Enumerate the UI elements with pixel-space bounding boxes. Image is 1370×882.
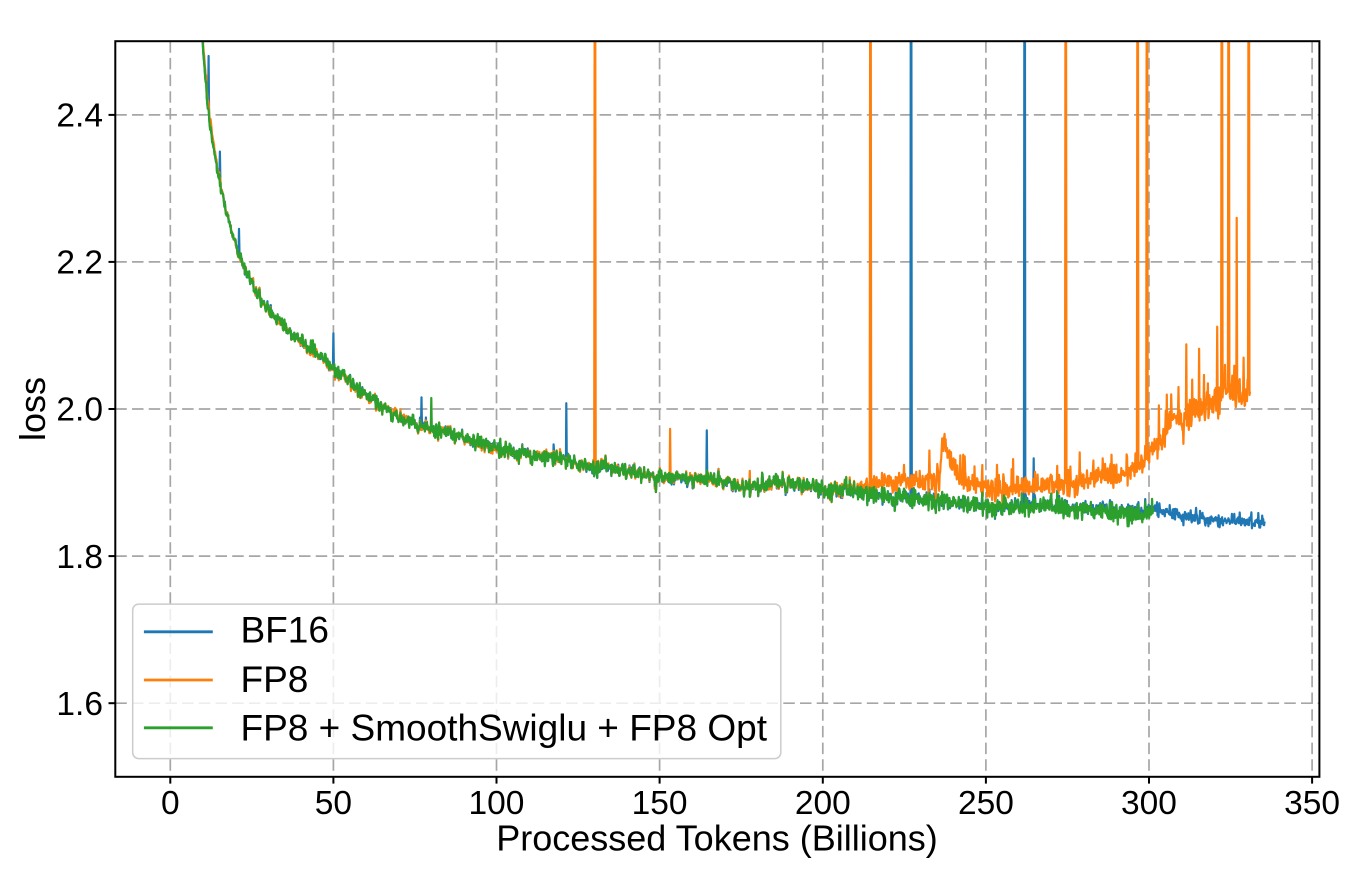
svg-text:loss: loss xyxy=(12,377,53,441)
svg-text:1.8: 1.8 xyxy=(56,539,103,576)
svg-text:150: 150 xyxy=(632,785,688,822)
svg-text:100: 100 xyxy=(469,785,525,822)
svg-text:BF16: BF16 xyxy=(241,610,329,651)
svg-text:Processed Tokens (Billions): Processed Tokens (Billions) xyxy=(496,818,938,859)
svg-text:FP8 + SmoothSwiglu + FP8 Opt: FP8 + SmoothSwiglu + FP8 Opt xyxy=(241,707,768,748)
svg-text:50: 50 xyxy=(315,785,352,822)
svg-text:2.0: 2.0 xyxy=(56,392,103,429)
svg-text:2.2: 2.2 xyxy=(56,245,103,282)
svg-text:350: 350 xyxy=(1284,785,1340,822)
svg-text:250: 250 xyxy=(958,785,1014,822)
svg-text:0: 0 xyxy=(161,785,180,822)
svg-text:300: 300 xyxy=(1121,785,1177,822)
svg-text:200: 200 xyxy=(795,785,851,822)
svg-text:1.6: 1.6 xyxy=(56,686,103,723)
svg-text:FP8: FP8 xyxy=(241,659,309,700)
svg-text:2.4: 2.4 xyxy=(56,98,103,135)
